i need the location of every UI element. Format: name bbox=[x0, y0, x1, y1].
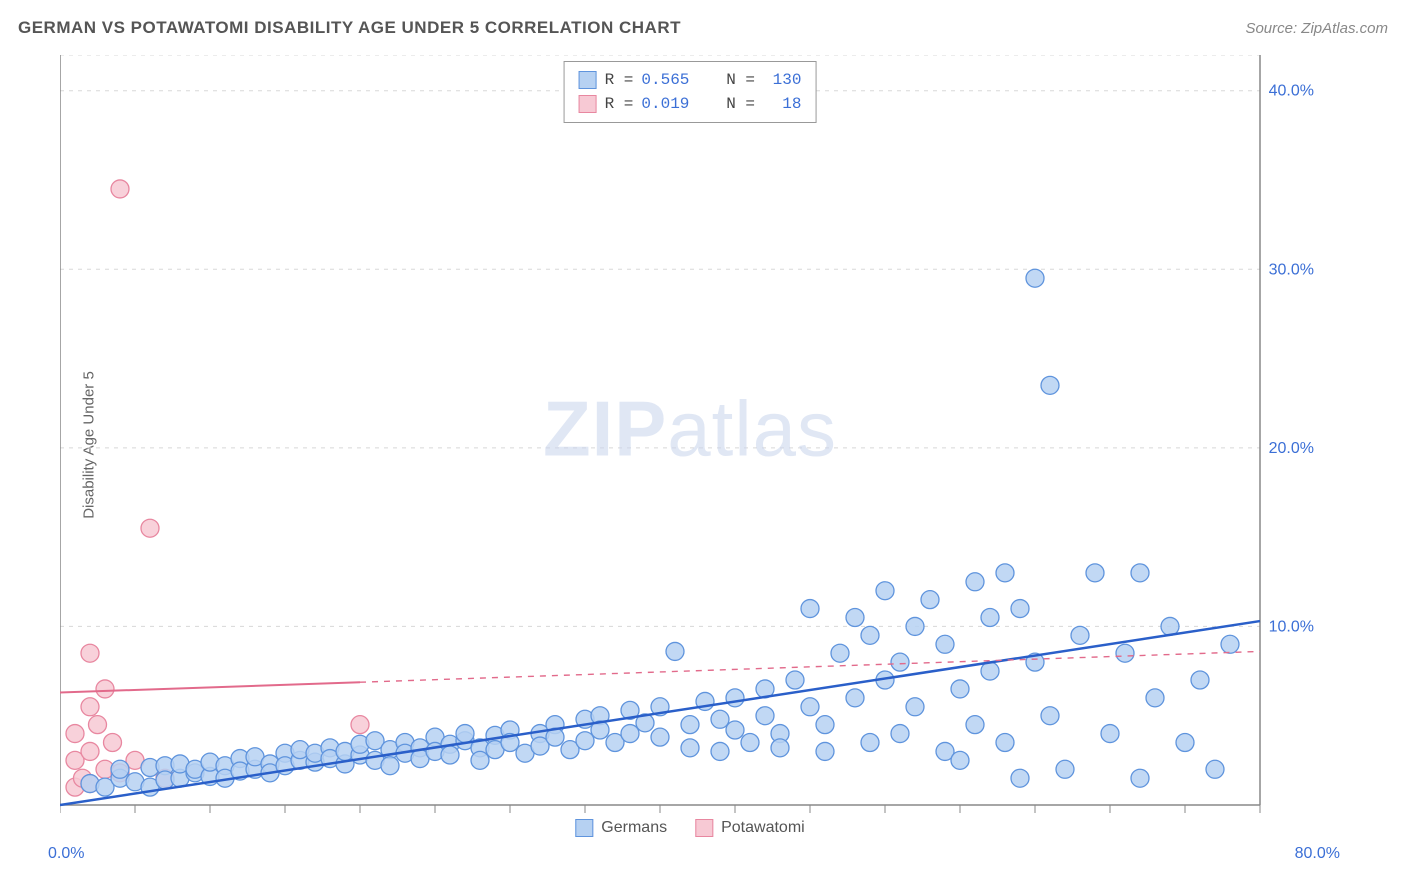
scatter-plot: 10.0% 20.0% 30.0% 40.0% bbox=[60, 55, 1320, 835]
series-legend-item: Germans bbox=[575, 819, 667, 837]
legend-swatch bbox=[579, 95, 597, 113]
svg-text:40.0%: 40.0% bbox=[1269, 83, 1314, 100]
legend-label: Germans bbox=[601, 819, 667, 837]
legend-label: Potawatomi bbox=[721, 819, 805, 837]
legend-row: R = 0.019 N = 18 bbox=[579, 92, 802, 116]
legend-swatch bbox=[579, 71, 597, 89]
svg-text:10.0%: 10.0% bbox=[1269, 618, 1314, 635]
svg-text:30.0%: 30.0% bbox=[1269, 261, 1314, 278]
series-legend-item: Potawatomi bbox=[695, 819, 805, 837]
legend-swatch bbox=[695, 819, 713, 837]
chart-title: GERMAN VS POTAWATOMI DISABILITY AGE UNDE… bbox=[18, 18, 681, 38]
source-label: Source: ZipAtlas.com bbox=[1245, 20, 1388, 37]
series-legend: Germans Potawatomi bbox=[575, 819, 804, 837]
svg-text:20.0%: 20.0% bbox=[1269, 440, 1314, 457]
x-axis-max-label: 80.0% bbox=[1295, 845, 1340, 863]
chart-area: Disability Age Under 5 10.0%20.0%30.0%40… bbox=[60, 55, 1320, 835]
header: GERMAN VS POTAWATOMI DISABILITY AGE UNDE… bbox=[18, 18, 1388, 38]
x-axis-min-label: 0.0% bbox=[48, 845, 84, 863]
legend-row: R = 0.565 N = 130 bbox=[579, 68, 802, 92]
correlation-legend: R = 0.565 N = 130 R = 0.019 N = 18 bbox=[564, 61, 817, 123]
legend-swatch bbox=[575, 819, 593, 837]
